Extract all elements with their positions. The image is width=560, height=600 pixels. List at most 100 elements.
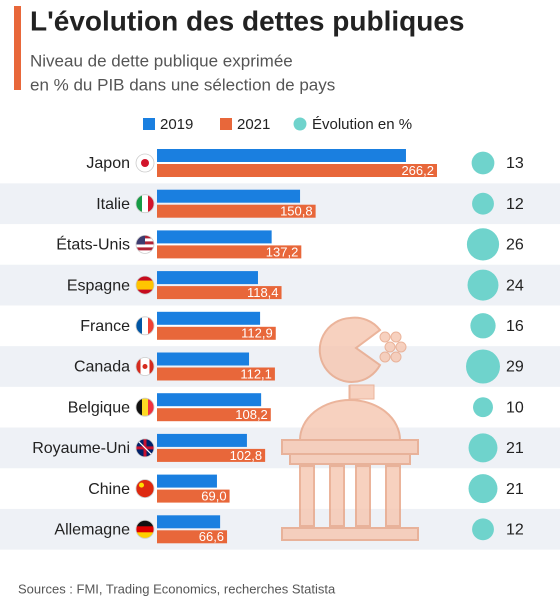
flag bbox=[136, 316, 154, 335]
flag-part bbox=[136, 285, 154, 290]
flag-part bbox=[136, 250, 154, 254]
bar bbox=[157, 204, 316, 218]
bar bbox=[157, 230, 272, 244]
flag-part bbox=[139, 482, 144, 488]
category-label: Allemagne bbox=[54, 522, 130, 539]
flag bbox=[136, 479, 154, 498]
bar bbox=[157, 408, 271, 422]
flag-border bbox=[135, 438, 155, 458]
bar bbox=[157, 433, 247, 447]
bubble-label: 24 bbox=[506, 277, 524, 294]
bubble bbox=[467, 269, 499, 301]
bar bbox=[157, 271, 258, 285]
bubble bbox=[466, 228, 500, 261]
bar bbox=[157, 367, 275, 381]
flag-part bbox=[136, 398, 143, 417]
subtitle-line: Niveau de dette publique exprimée bbox=[30, 51, 293, 70]
category-label: Belgique bbox=[68, 399, 130, 416]
bar bbox=[157, 393, 262, 407]
bubble-label: 29 bbox=[506, 359, 524, 376]
bar bbox=[157, 149, 406, 162]
flag-part bbox=[136, 194, 143, 213]
flag-part bbox=[136, 357, 141, 376]
category-label: Italie bbox=[96, 196, 130, 213]
flag bbox=[136, 357, 154, 376]
source: Sources : FMI, Trading Economics, recher… bbox=[18, 581, 336, 596]
bar bbox=[157, 245, 302, 259]
legend-swatch bbox=[293, 117, 307, 131]
flag-part bbox=[136, 289, 154, 295]
flag bbox=[136, 520, 154, 539]
flag-part bbox=[148, 398, 154, 417]
value-label: 118,4 bbox=[247, 285, 279, 300]
flag-part bbox=[149, 357, 154, 376]
row-background bbox=[0, 427, 560, 469]
value-label: 137,2 bbox=[266, 244, 299, 259]
bubble bbox=[468, 474, 498, 504]
flag-part bbox=[136, 235, 145, 245]
bubble bbox=[471, 151, 495, 175]
flag-part bbox=[136, 280, 154, 286]
flag-part bbox=[136, 247, 154, 251]
value-label: 150,8 bbox=[280, 204, 313, 219]
category-label: Royaume-Uni bbox=[32, 440, 130, 457]
category-label: Japon bbox=[86, 155, 130, 172]
flag-part bbox=[136, 438, 154, 457]
category-label: Canada bbox=[74, 359, 130, 376]
row-backgrounds bbox=[0, 183, 560, 550]
bubble-label: 12 bbox=[506, 522, 524, 539]
flag-part bbox=[141, 159, 149, 167]
value-label: 102,8 bbox=[230, 448, 263, 463]
flag bbox=[136, 194, 154, 213]
category-label: Espagne bbox=[67, 277, 130, 294]
flag-part bbox=[136, 532, 154, 539]
legend-label: 2019 bbox=[160, 116, 193, 133]
flag-border bbox=[135, 479, 155, 499]
flag-part bbox=[142, 194, 149, 213]
flag-border bbox=[135, 316, 155, 336]
bar bbox=[157, 326, 276, 340]
bubble-label: 16 bbox=[506, 318, 524, 335]
flag bbox=[136, 276, 154, 295]
bar bbox=[157, 286, 282, 300]
bubble bbox=[473, 397, 493, 418]
bubble-label: 13 bbox=[506, 155, 524, 172]
bubble-label: 21 bbox=[506, 481, 524, 498]
bubble-label: 21 bbox=[506, 440, 524, 457]
illustration bbox=[281, 316, 419, 541]
value-label: 112,1 bbox=[240, 366, 272, 381]
bar bbox=[157, 515, 221, 529]
value-label: 112,9 bbox=[241, 326, 273, 341]
flag-part bbox=[136, 526, 154, 533]
category-label: France bbox=[80, 318, 130, 335]
flag-part bbox=[142, 364, 148, 369]
bubble bbox=[468, 433, 498, 463]
legend-label: 2021 bbox=[237, 116, 270, 133]
category-label: Chine bbox=[88, 481, 130, 498]
bubble-label: 10 bbox=[506, 399, 524, 416]
flag-border bbox=[135, 153, 155, 173]
bar bbox=[157, 489, 230, 503]
bar bbox=[157, 530, 228, 544]
row-background bbox=[0, 508, 560, 550]
bubble-label: 26 bbox=[506, 237, 524, 254]
bubble-label: 12 bbox=[506, 196, 524, 213]
bar bbox=[157, 352, 250, 366]
chart-title: L'évolution des dettes publiques bbox=[30, 5, 464, 36]
flag-part bbox=[136, 244, 154, 248]
bubble bbox=[472, 192, 494, 215]
bubble bbox=[466, 349, 500, 384]
flag bbox=[136, 154, 154, 172]
value-label: 266,2 bbox=[401, 163, 434, 178]
legend-swatch bbox=[143, 118, 155, 130]
bar bbox=[157, 474, 217, 488]
bar bbox=[157, 189, 301, 203]
bubble bbox=[472, 518, 494, 541]
bubble bbox=[470, 313, 496, 339]
flag bbox=[136, 235, 154, 254]
flag-part bbox=[142, 316, 149, 335]
flag-border bbox=[135, 275, 155, 295]
subtitle-line: en % du PIB dans une sélection de pays bbox=[30, 75, 335, 94]
bar bbox=[157, 311, 261, 325]
value-label: 66,6 bbox=[199, 529, 224, 544]
